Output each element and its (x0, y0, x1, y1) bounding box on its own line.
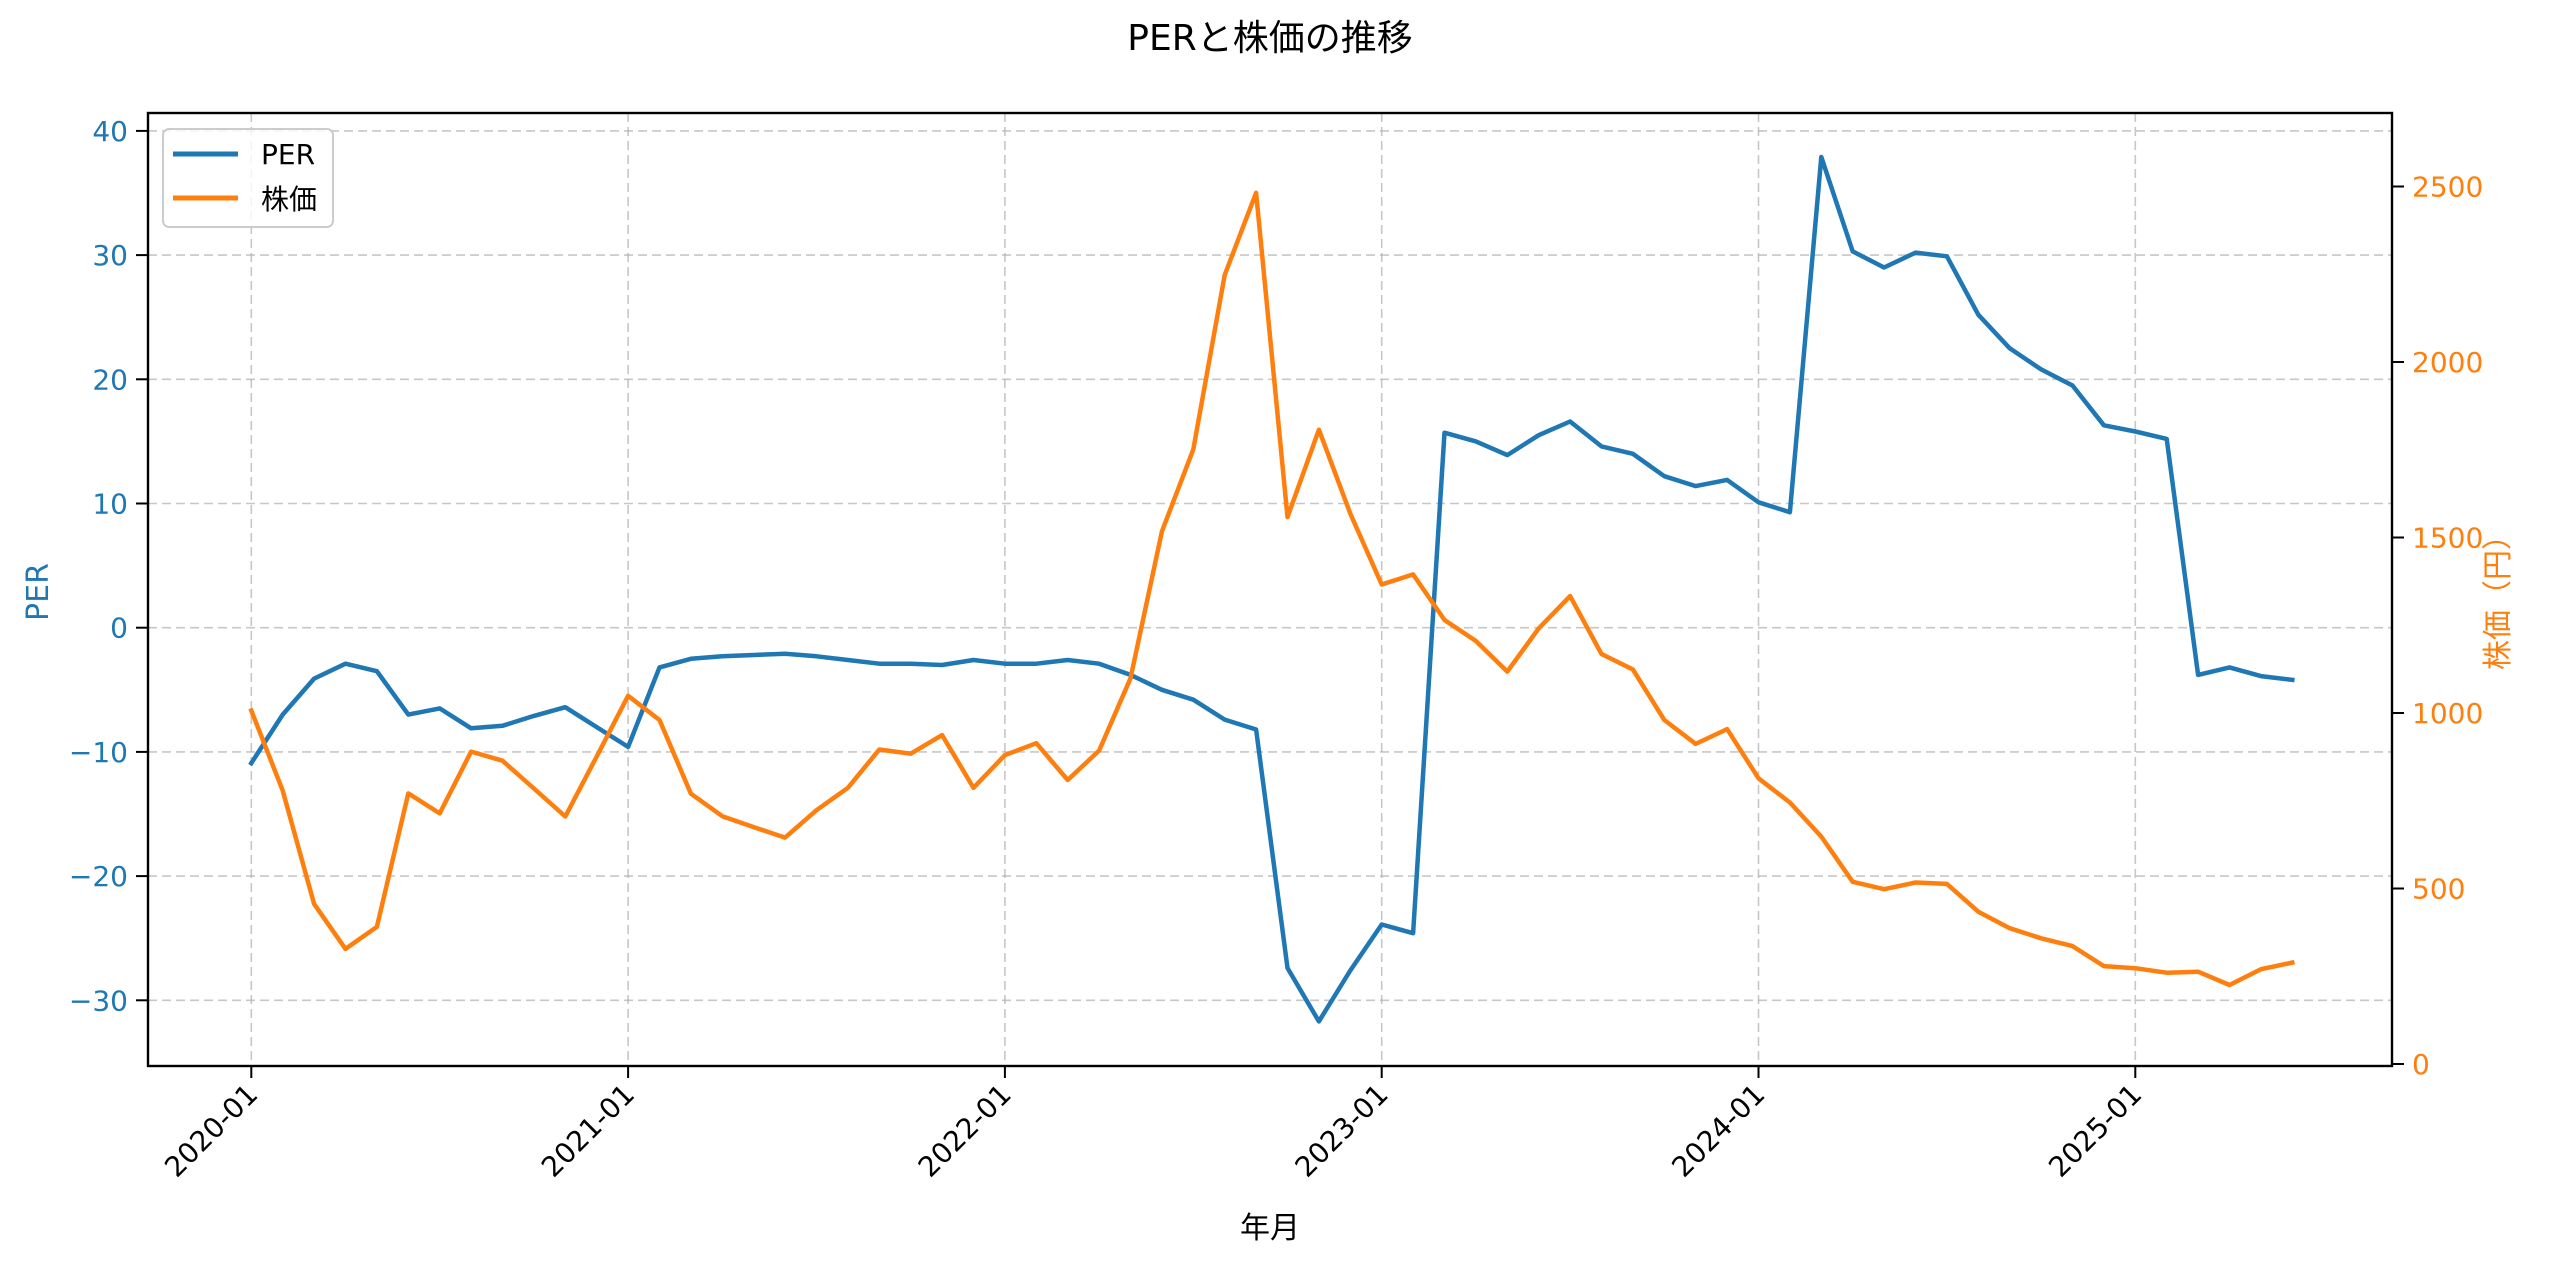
per-line (248, 154, 2295, 1024)
legend-price-label: 株価 (261, 183, 317, 216)
x-tick-label: 2025-01 (2042, 1078, 2148, 1184)
left-tick-label: −10 (69, 736, 128, 769)
x-tick-label: 2021-01 (535, 1078, 641, 1184)
legend-per-label: PER (261, 138, 315, 171)
left-tick-label: 40 (92, 115, 128, 148)
left-tick-label: 10 (92, 488, 128, 521)
grid (148, 113, 2392, 1066)
x-axis: 2020-01 2021-01 2022-01 2023-01 2024-01 2025-… (158, 1066, 2148, 1184)
x-tick-label: 2024-01 (1665, 1078, 1771, 1184)
left-tick-label: 20 (92, 363, 128, 396)
series-lines (248, 154, 2295, 1024)
right-tick-label: 2500 (2412, 171, 2483, 204)
left-tick-label: −20 (69, 860, 128, 893)
price-line (248, 190, 2295, 988)
left-tick-label: 30 (92, 239, 128, 272)
x-tick-label: 2020-01 (158, 1078, 264, 1184)
x-axis-label: 年月 (1240, 1211, 1300, 1246)
legend: PER 株価 (162, 128, 334, 228)
right-tick-label: 500 (2412, 873, 2465, 906)
right-tick-label: 2000 (2412, 346, 2483, 379)
right-y-axis: 0 500 1000 1500 2000 2500 (2392, 171, 2483, 1081)
left-tick-label: −30 (69, 984, 128, 1017)
left-y-axis: −30 −20 −10 0 10 20 30 40 (69, 115, 148, 1017)
chart-title: PERと株価の推移 (1127, 18, 1412, 59)
plot-frame (146, 111, 2394, 1068)
left-y-axis-label: PER (21, 563, 56, 621)
left-tick-label: 0 (110, 612, 128, 645)
x-tick-label: 2022-01 (912, 1078, 1018, 1184)
x-tick-label: 2023-01 (1289, 1078, 1395, 1184)
right-tick-label: 1000 (2412, 697, 2483, 730)
right-y-axis-label: 株価（円） (2481, 520, 2516, 670)
right-tick-label: 0 (2412, 1048, 2430, 1081)
right-tick-label: 1500 (2412, 522, 2483, 555)
